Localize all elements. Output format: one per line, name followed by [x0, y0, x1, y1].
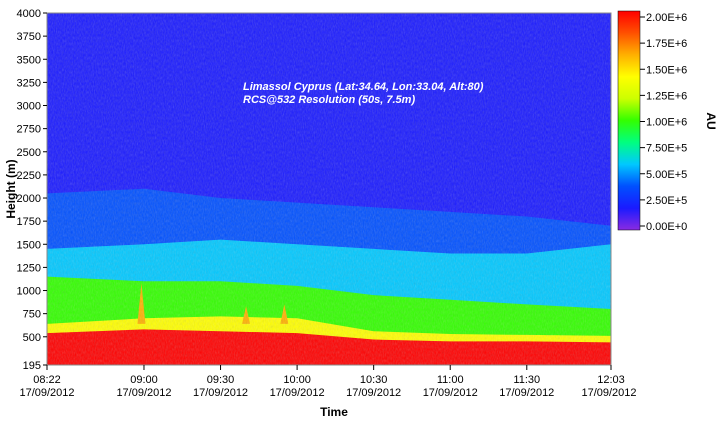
x-tick-date: 17/09/2012: [423, 387, 478, 399]
y-tick-label: 2500: [17, 147, 41, 159]
x-tick-time: 09:00: [130, 374, 158, 386]
colorbar-ticks: 2.00E+6 1.75E+6 1.50E+6 1.25E+6 1.00E+6 7.50E…: [640, 12, 687, 233]
x-tick-time: 12:03: [597, 374, 625, 386]
x-tick-time: 09:30: [207, 374, 235, 386]
y-axis-title: Height (m): [4, 159, 18, 218]
x-tick-date: 17/09/2012: [581, 387, 636, 399]
colorbar-tick-label: 2.00E+6: [646, 12, 687, 24]
colorbar-tick-label: 1.00E+6: [646, 117, 687, 129]
y-tick-label: 2750: [17, 124, 41, 136]
x-tick-time: 11:00: [437, 374, 464, 386]
colorbar-tick-label: 1.50E+6: [646, 64, 687, 76]
y-tick-label: 750: [23, 309, 41, 321]
colorbar-ramp: [617, 10, 641, 231]
y-tick-label: 195: [23, 360, 41, 372]
y-tick-label: 1750: [17, 216, 41, 228]
y-tick-label: 1500: [17, 239, 41, 251]
y-tick-label: 1250: [17, 262, 41, 274]
y-axis: 4000 3750 3500 3250 3000 2750 2500 2250 2000 1750…: [17, 8, 47, 372]
y-tick-label: 3750: [17, 31, 41, 43]
y-tick-label: 2000: [17, 193, 41, 205]
y-tick-label: 4000: [17, 8, 41, 20]
colorbar: 2.00E+6 1.75E+6 1.50E+6 1.25E+6 1.00E+6 7.50E…: [617, 10, 687, 233]
colorbar-tick-label: 2.50E+5: [646, 195, 687, 207]
x-axis: 08:2217/09/201209:0017/09/201209:3017/09…: [19, 365, 637, 399]
x-tick-date: 17/09/2012: [19, 387, 74, 399]
x-tick-time: 10:30: [360, 374, 388, 386]
x-tick-date: 17/09/2012: [346, 387, 401, 399]
y-tick-label: 500: [23, 332, 41, 344]
x-axis-title: Time: [320, 405, 348, 419]
y-tick-label: 3500: [17, 54, 41, 66]
x-tick-date: 17/09/2012: [270, 387, 325, 399]
colorbar-tick-label: 0.00E+0: [646, 221, 687, 233]
x-tick-date: 17/09/2012: [193, 387, 248, 399]
annotation-resolution: RCS@532 Resolution (50s, 7.5m): [243, 94, 415, 106]
x-tick-time: 10:00: [283, 374, 311, 386]
colorbar-tick-label: 5.00E+5: [646, 169, 687, 181]
x-tick-date: 17/09/2012: [116, 387, 171, 399]
colorbar-tick-label: 7.50E+5: [646, 143, 687, 155]
x-tick-time: 08:22: [33, 374, 61, 386]
y-tick-label: 1000: [17, 286, 41, 298]
y-tick-label: 3250: [17, 77, 41, 89]
x-tick-date: 17/09/2012: [499, 387, 554, 399]
heatmap-plot-area: [47, 13, 611, 365]
colorbar-tick-label: 1.25E+6: [646, 90, 687, 102]
y-tick-label: 2250: [17, 170, 41, 182]
plot-frame: [46, 12, 612, 366]
colorbar-title: AU: [704, 112, 718, 129]
annotation-location: Limassol Cyprus (Lat:34.64, Lon:33.04, A…: [243, 81, 484, 93]
x-tick-time: 11:30: [513, 374, 540, 386]
heatmap-noise-texture: [47, 13, 611, 365]
y-tick-label: 3000: [17, 101, 41, 113]
colorbar-tick-label: 1.75E+6: [646, 38, 687, 50]
